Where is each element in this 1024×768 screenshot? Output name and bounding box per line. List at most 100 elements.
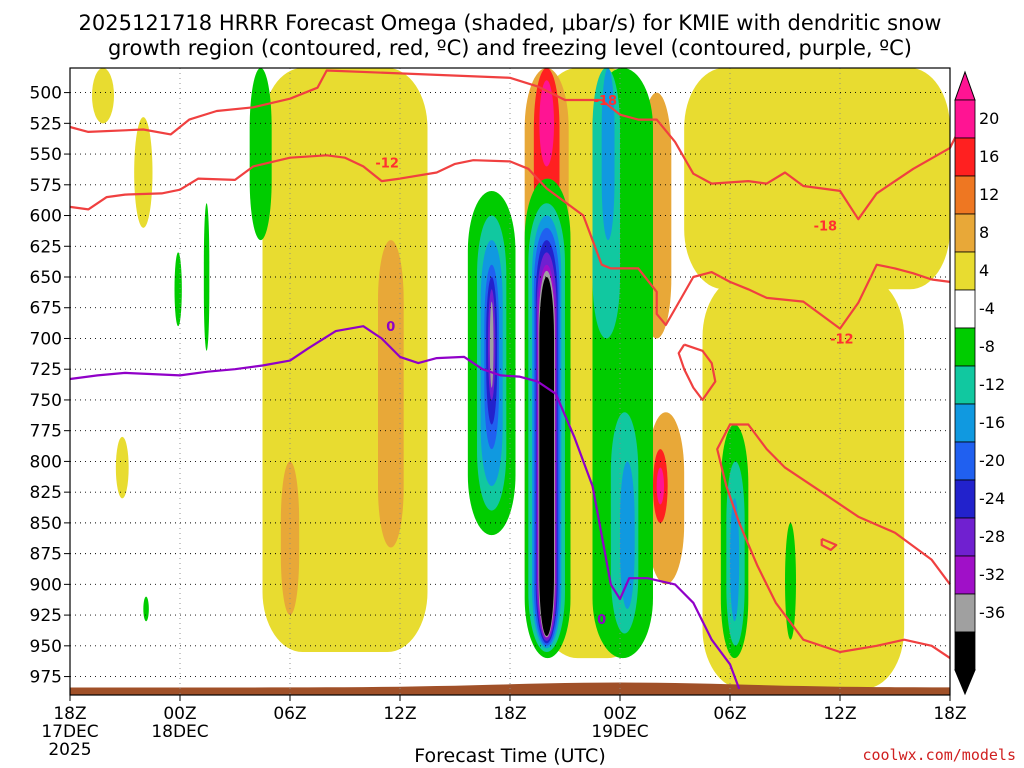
contour-label-4: 0 (386, 320, 395, 335)
watermark: coolwx.com/models (862, 746, 1016, 764)
colorbar-bin-13 (954, 593, 976, 633)
colorbar-label-13: -36 (979, 603, 1005, 622)
omega-region-6 (115, 436, 129, 499)
colorbar-bin-12 (954, 555, 976, 595)
omega-region-15 (539, 80, 554, 167)
x-tick-date-30: 19DEC (591, 722, 648, 742)
contour-dgz_bottom (716, 423, 951, 660)
y-tick-label-775: 775 (30, 422, 62, 442)
contour-label-1: -12 (375, 157, 399, 172)
omega-region-32 (620, 461, 635, 609)
omega-region-19 (203, 203, 210, 351)
x-axis-label: Forecast Time (UTC) (414, 745, 605, 767)
colorbar-bin-3 (954, 213, 976, 253)
x-tick-date-0: 17DEC (41, 722, 98, 742)
y-tick-label-625: 625 (30, 237, 62, 257)
colorbar-bottom-arrow (954, 669, 976, 696)
contour-dgz_small (820, 537, 838, 552)
y-tick-label-950: 950 (30, 637, 62, 657)
colorbar-bin-14 (954, 631, 976, 671)
x-tick-label-30: 00Z (603, 704, 636, 724)
colorbar-label-5: -4 (979, 299, 995, 318)
colorbar-bin-11 (954, 517, 976, 557)
omega-region-45 (539, 277, 554, 636)
colorbar-label-9: -20 (979, 451, 1005, 470)
omega-region-8 (378, 240, 404, 548)
colorbar-label-1: 16 (979, 147, 999, 166)
omega-region-2 (684, 68, 950, 290)
colorbar-bin-0 (954, 99, 976, 139)
omega-region-16 (656, 467, 664, 505)
colorbar-bin-9 (954, 441, 976, 481)
omega-region-18 (174, 252, 182, 327)
x-tick-label-0: 18Z (53, 704, 86, 724)
y-tick-label-975: 975 (30, 668, 62, 688)
y-tick-label-750: 750 (30, 391, 62, 411)
colorbar-bin-5 (954, 289, 976, 329)
omega-region-4 (92, 68, 114, 124)
x-tick-label-6: 00Z (163, 704, 196, 724)
colorbar-bin-6 (954, 327, 976, 367)
omega-region-5 (134, 117, 153, 228)
colorbar-label-6: -8 (979, 337, 995, 356)
y-tick-label-650: 650 (30, 268, 62, 288)
y-tick-label-550: 550 (30, 145, 62, 165)
y-tick-label-575: 575 (30, 176, 62, 196)
y-tick-label-800: 800 (30, 452, 62, 472)
contour-dgz_loop (677, 343, 717, 401)
y-tick-label-825: 825 (30, 483, 62, 503)
x-tick-label-18: 12Z (383, 704, 416, 724)
contour-label-3: -12 (830, 332, 854, 347)
omega-region-33 (730, 498, 740, 622)
y-tick-label-725: 725 (30, 360, 62, 380)
x-tick-label-42: 12Z (823, 704, 856, 724)
colorbar-bin-8 (954, 403, 976, 443)
omega-region-31 (601, 68, 615, 241)
colorbar-label-8: -16 (979, 413, 1005, 432)
colorbar-top-arrow (954, 70, 976, 101)
contour-freezing_level (69, 325, 741, 690)
colorbar-bin-7 (954, 365, 976, 405)
x-tick-label-24: 18Z (493, 704, 526, 724)
colorbar-label-7: -12 (979, 375, 1005, 394)
y-tick-label-925: 925 (30, 606, 62, 626)
grid-lines (69, 68, 951, 695)
y-tick-label-850: 850 (30, 514, 62, 534)
y-tick-label-875: 875 (30, 545, 62, 565)
y-axis: 500 525 550 575 600 625 650 675 700 725 750 775 800 8… (30, 84, 70, 688)
y-tick-label-700: 700 (30, 329, 62, 349)
contour-label-5: 0 (597, 613, 606, 628)
y-tick-label-500: 500 (30, 84, 62, 104)
omega-region-20 (143, 596, 149, 622)
omega-region-3 (702, 277, 905, 689)
x-tick-year-0: 2025 (48, 740, 91, 760)
colorbar-label-2: 12 (979, 185, 999, 204)
contour-label-2: -18 (814, 219, 838, 234)
colorbar-label-0: 20 (979, 109, 999, 128)
colorbar-label-11: -28 (979, 527, 1005, 546)
colorbar-label-12: -32 (979, 565, 1005, 584)
contour-dgz_lower (69, 154, 951, 330)
x-tick-date-6: 18DEC (151, 722, 208, 742)
colorbar-bin-2 (954, 175, 976, 215)
colorbar-label-4: 4 (979, 261, 989, 280)
chart-title-line1: 2025121718 HRRR Forecast Omega (shaded, … (79, 11, 942, 35)
colorbar-label-3: 8 (979, 223, 989, 242)
chart-title-line2: growth region (contoured, red, ºC) and f… (108, 36, 912, 60)
x-tick-label-36: 06Z (713, 704, 746, 724)
colorbar-bin-1 (954, 137, 976, 177)
contour-dgz_upper (69, 69, 961, 221)
contours (69, 69, 961, 690)
y-tick-label-600: 600 (30, 207, 62, 227)
omega-region-25 (785, 522, 796, 640)
omega-region-43 (489, 301, 494, 388)
y-tick-label-525: 525 (30, 114, 62, 134)
y-tick-label-675: 675 (30, 299, 62, 319)
colorbar: 20 16 12 8 4 -4 -8 -12 -16 -20 -24 -28 -32 -36 (954, 70, 1005, 696)
colorbar-bin-10 (954, 479, 976, 519)
x-tick-label-12: 06Z (273, 704, 306, 724)
y-tick-label-900: 900 (30, 575, 62, 595)
colorbar-bin-4 (954, 251, 976, 291)
